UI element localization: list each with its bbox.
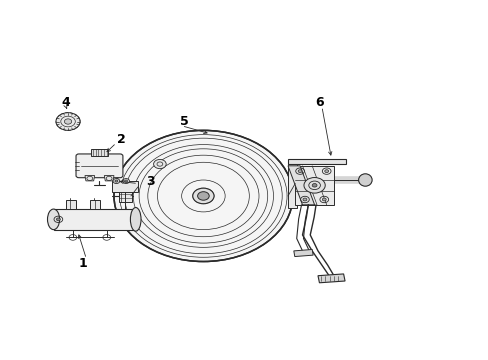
Bar (90, 200, 100, 209)
Bar (111, 181, 138, 192)
Text: 6: 6 (314, 95, 323, 108)
Polygon shape (85, 176, 95, 181)
Polygon shape (295, 166, 333, 205)
Circle shape (192, 188, 214, 204)
Circle shape (124, 180, 127, 182)
Polygon shape (293, 249, 312, 257)
Circle shape (311, 184, 316, 187)
Circle shape (324, 170, 328, 172)
Text: 1: 1 (78, 257, 87, 270)
Bar (65, 200, 76, 209)
Circle shape (56, 113, 80, 130)
Bar (53, 209, 136, 230)
Bar (119, 190, 132, 202)
Text: 4: 4 (61, 95, 70, 108)
Text: 5: 5 (179, 115, 188, 128)
Text: 2: 2 (117, 133, 125, 146)
Circle shape (304, 177, 325, 193)
Polygon shape (287, 166, 314, 205)
FancyBboxPatch shape (76, 154, 122, 178)
Ellipse shape (130, 207, 141, 231)
Circle shape (113, 179, 120, 184)
Circle shape (298, 170, 302, 172)
Circle shape (303, 198, 306, 201)
Circle shape (64, 119, 72, 124)
Polygon shape (287, 159, 346, 164)
Polygon shape (317, 274, 345, 283)
Polygon shape (287, 164, 296, 208)
Circle shape (114, 130, 292, 261)
Text: 3: 3 (145, 175, 154, 188)
Circle shape (115, 180, 118, 182)
Circle shape (153, 159, 166, 168)
Circle shape (122, 179, 129, 184)
Bar (91, 149, 108, 156)
Circle shape (322, 198, 325, 201)
Circle shape (197, 192, 209, 200)
Ellipse shape (47, 209, 60, 230)
Polygon shape (104, 176, 114, 181)
Ellipse shape (358, 174, 371, 186)
Circle shape (56, 218, 60, 221)
